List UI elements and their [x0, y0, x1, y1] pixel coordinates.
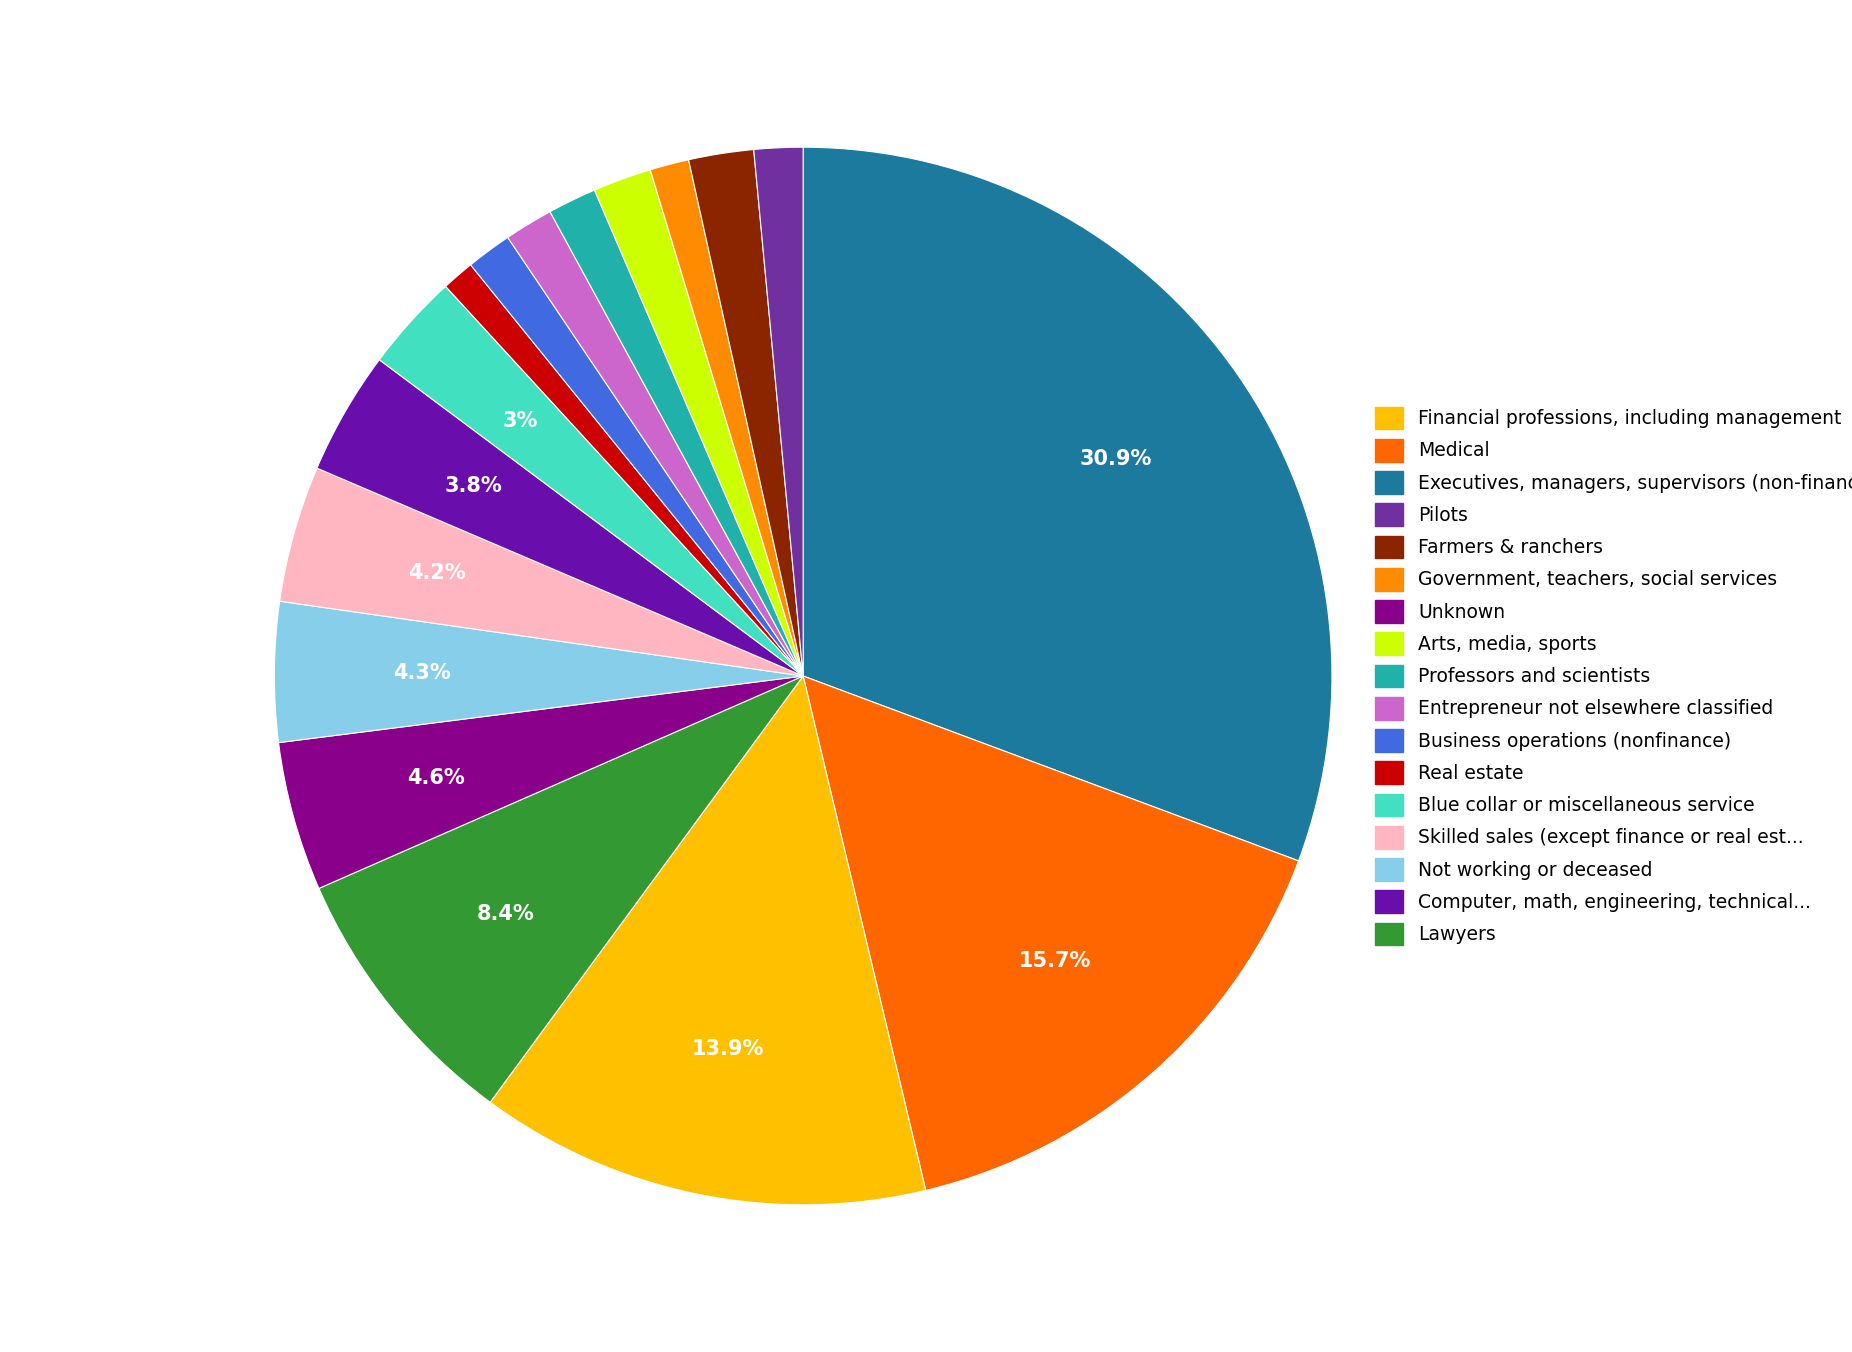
Text: 30.9%: 30.9% — [1080, 449, 1152, 469]
Wedge shape — [470, 238, 804, 676]
Wedge shape — [278, 676, 804, 888]
Wedge shape — [550, 191, 804, 676]
Wedge shape — [319, 676, 804, 1102]
Wedge shape — [689, 150, 804, 676]
Wedge shape — [804, 147, 1332, 861]
Legend: Financial professions, including management, Medical, Executives, managers, supe: Financial professions, including managem… — [1369, 399, 1852, 953]
Wedge shape — [491, 676, 926, 1205]
Wedge shape — [507, 212, 804, 676]
Wedge shape — [380, 287, 804, 676]
Text: 13.9%: 13.9% — [691, 1040, 763, 1059]
Text: 4.2%: 4.2% — [407, 564, 465, 583]
Wedge shape — [804, 676, 1298, 1190]
Wedge shape — [274, 602, 804, 742]
Wedge shape — [446, 265, 804, 676]
Text: 8.4%: 8.4% — [478, 904, 535, 923]
Text: 3%: 3% — [504, 411, 539, 431]
Text: 4.6%: 4.6% — [407, 768, 465, 787]
Wedge shape — [317, 360, 804, 676]
Wedge shape — [650, 160, 804, 676]
Wedge shape — [594, 170, 804, 676]
Wedge shape — [754, 147, 804, 676]
Text: 4.3%: 4.3% — [393, 662, 452, 683]
Text: 3.8%: 3.8% — [444, 476, 502, 496]
Wedge shape — [280, 468, 804, 676]
Text: 15.7%: 15.7% — [1019, 952, 1091, 971]
